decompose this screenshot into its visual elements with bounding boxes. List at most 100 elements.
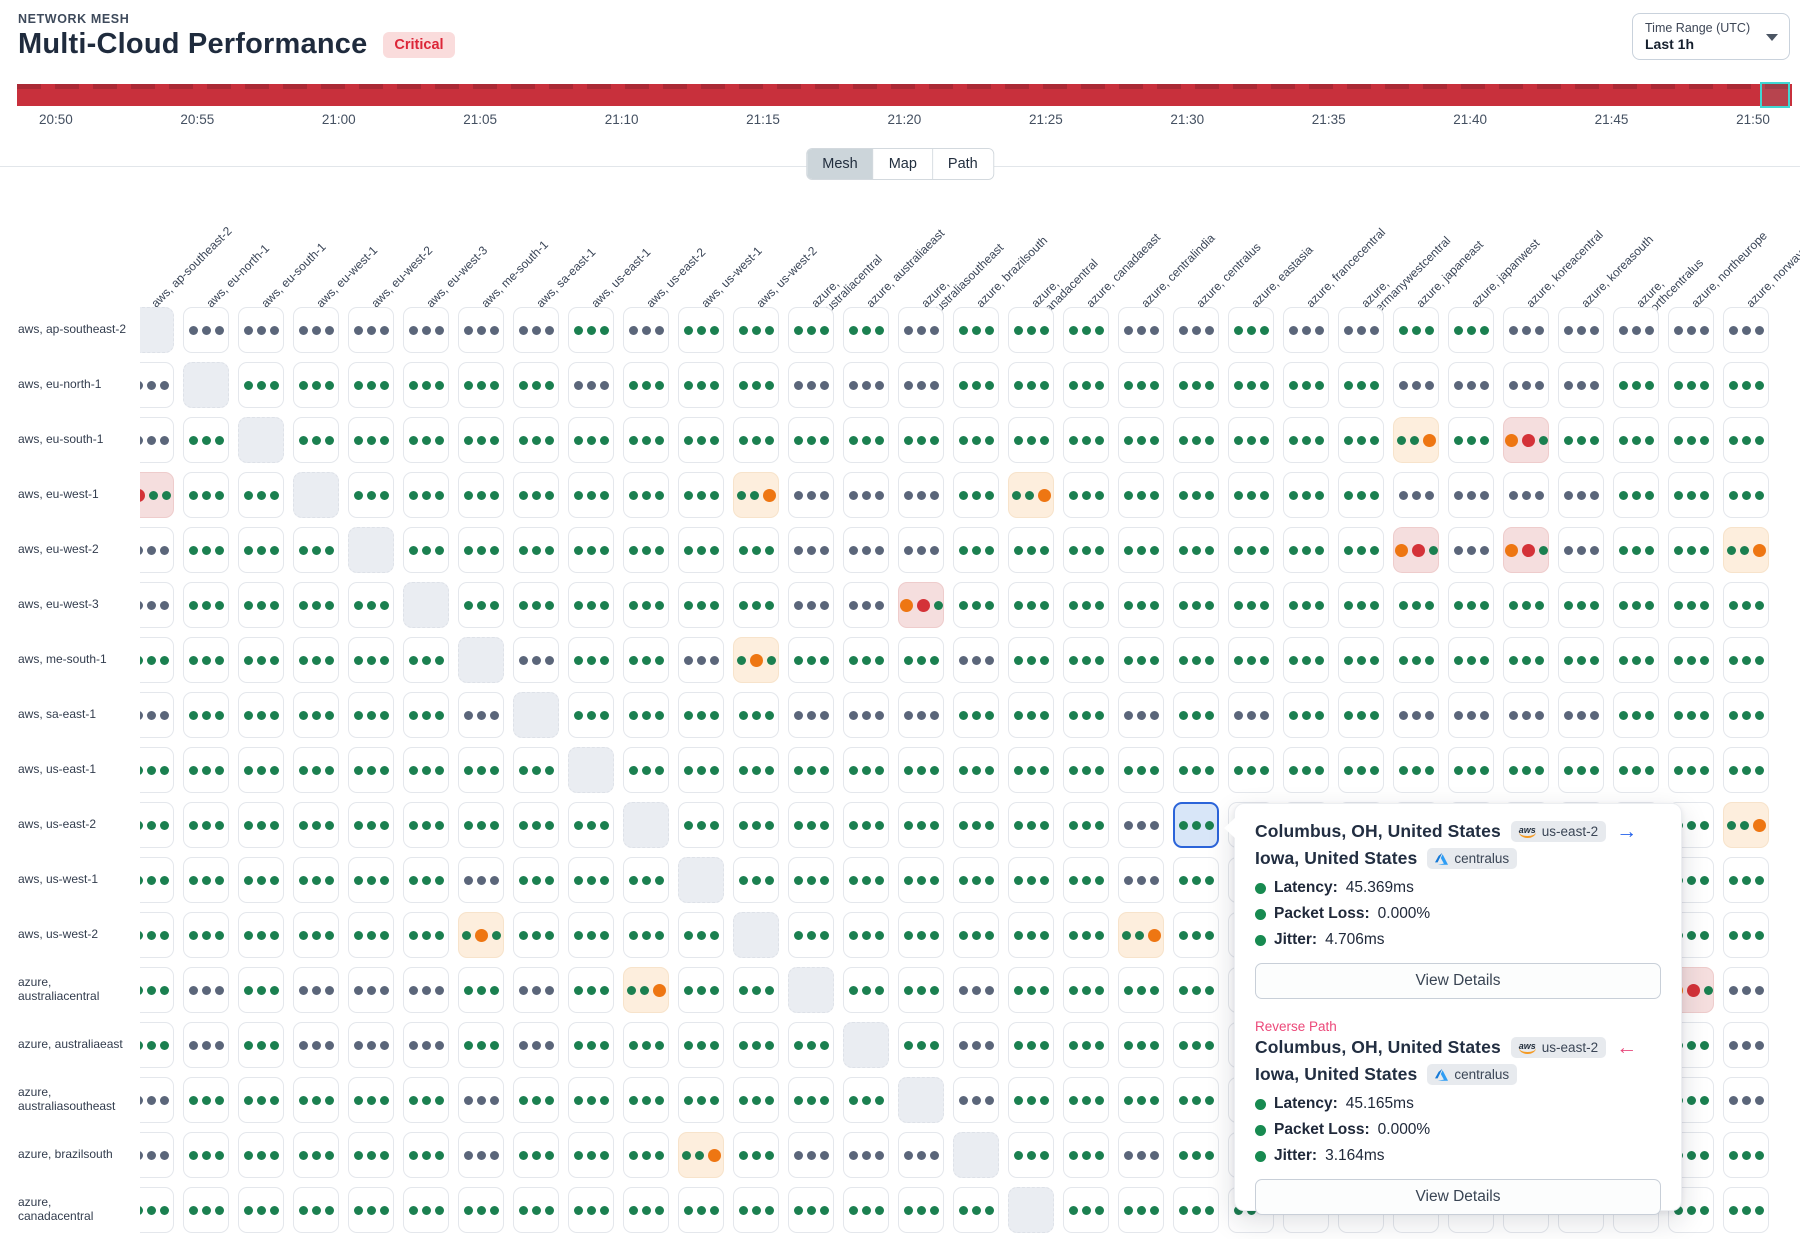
mesh-cell[interactable] [1063, 747, 1109, 793]
mesh-cell[interactable] [183, 912, 229, 958]
mesh-cell[interactable] [843, 802, 889, 848]
mesh-cell[interactable] [788, 802, 834, 848]
mesh-cell[interactable] [733, 967, 779, 1013]
mesh-cell[interactable] [568, 527, 614, 573]
mesh-cell[interactable] [293, 1132, 339, 1178]
mesh-cell[interactable] [1228, 307, 1274, 353]
mesh-cell[interactable] [458, 472, 504, 518]
mesh-cell[interactable] [1338, 307, 1384, 353]
mesh-cell[interactable] [1008, 912, 1054, 958]
mesh-cell[interactable] [1008, 582, 1054, 628]
mesh-cell[interactable] [568, 1132, 614, 1178]
mesh-cell[interactable] [1448, 472, 1494, 518]
mesh-cell[interactable] [1228, 637, 1274, 683]
mesh-cell[interactable] [293, 637, 339, 683]
mesh-cell[interactable] [898, 802, 944, 848]
mesh-cell[interactable] [140, 637, 174, 683]
mesh-cell[interactable] [293, 417, 339, 463]
mesh-cell[interactable] [1063, 637, 1109, 683]
mesh-cell[interactable] [348, 912, 394, 958]
mesh-cell[interactable] [788, 362, 834, 408]
mesh-cell[interactable] [568, 1077, 614, 1123]
mesh-cell[interactable] [183, 527, 229, 573]
mesh-cell[interactable] [1723, 802, 1769, 848]
mesh-cell[interactable] [898, 527, 944, 573]
mesh-cell[interactable] [898, 472, 944, 518]
mesh-cell[interactable] [678, 912, 724, 958]
mesh-cell[interactable] [1448, 417, 1494, 463]
mesh-cell[interactable] [1613, 472, 1659, 518]
mesh-cell[interactable] [843, 1022, 889, 1068]
mesh-cell[interactable] [733, 692, 779, 738]
mesh-cell[interactable] [953, 362, 999, 408]
mesh-cell[interactable] [1283, 362, 1329, 408]
mesh-cell[interactable] [568, 692, 614, 738]
mesh-cell[interactable] [678, 307, 724, 353]
mesh-cell[interactable] [1558, 307, 1604, 353]
mesh-cell[interactable] [953, 527, 999, 573]
mesh-cell[interactable] [1448, 637, 1494, 683]
mesh-cell[interactable] [568, 362, 614, 408]
mesh-cell[interactable] [678, 967, 724, 1013]
mesh-cell[interactable] [458, 747, 504, 793]
mesh-cell[interactable] [140, 472, 174, 518]
mesh-cell[interactable] [733, 1022, 779, 1068]
mesh-cell[interactable] [1338, 582, 1384, 628]
mesh-cell[interactable] [1118, 912, 1164, 958]
mesh-cell[interactable] [1008, 637, 1054, 683]
mesh-cell[interactable] [1503, 747, 1549, 793]
mesh-cell[interactable] [1668, 582, 1714, 628]
mesh-cell[interactable] [1008, 967, 1054, 1013]
mesh-cell[interactable] [953, 472, 999, 518]
mesh-cell[interactable] [1173, 527, 1219, 573]
mesh-cell[interactable] [898, 857, 944, 903]
mesh-cell[interactable] [1283, 472, 1329, 518]
mesh-cell[interactable] [843, 1077, 889, 1123]
mesh-cell[interactable] [623, 1132, 669, 1178]
mesh-cell[interactable] [238, 417, 284, 463]
mesh-cell[interactable] [458, 1132, 504, 1178]
mesh-cell[interactable] [458, 802, 504, 848]
mesh-cell[interactable] [1723, 1022, 1769, 1068]
mesh-cell[interactable] [1173, 1132, 1219, 1178]
mesh-cell[interactable] [403, 857, 449, 903]
mesh-cell[interactable] [733, 1132, 779, 1178]
mesh-cell[interactable] [678, 857, 724, 903]
reverse-view-details-button[interactable]: View Details [1255, 1179, 1661, 1215]
mesh-cell[interactable] [678, 362, 724, 408]
mesh-cell[interactable] [843, 417, 889, 463]
mesh-cell[interactable] [1558, 362, 1604, 408]
mesh-cell[interactable] [293, 527, 339, 573]
forward-view-details-button[interactable]: View Details [1255, 963, 1661, 999]
mesh-cell[interactable] [678, 747, 724, 793]
mesh-cell[interactable] [1008, 802, 1054, 848]
mesh-cell[interactable] [788, 307, 834, 353]
mesh-cell[interactable] [1008, 692, 1054, 738]
mesh-cell[interactable] [238, 472, 284, 518]
mesh-cell[interactable] [623, 307, 669, 353]
mesh-cell[interactable] [513, 527, 559, 573]
mesh-cell[interactable] [1173, 637, 1219, 683]
mesh-cell[interactable] [1558, 527, 1604, 573]
mesh-cell[interactable] [1118, 747, 1164, 793]
mesh-cell[interactable] [1723, 1132, 1769, 1178]
mesh-cell[interactable] [1008, 527, 1054, 573]
mesh-cell[interactable] [513, 1187, 559, 1233]
mesh-cell[interactable] [348, 362, 394, 408]
mesh-cell[interactable] [1393, 307, 1439, 353]
mesh-cell[interactable] [1008, 1022, 1054, 1068]
mesh-cell[interactable] [1228, 747, 1274, 793]
mesh-cell[interactable] [1008, 1132, 1054, 1178]
mesh-cell[interactable] [623, 747, 669, 793]
mesh-cell[interactable] [1118, 857, 1164, 903]
mesh-cell[interactable] [238, 1132, 284, 1178]
mesh-cell[interactable] [183, 1187, 229, 1233]
mesh-cell[interactable] [348, 472, 394, 518]
mesh-cell[interactable] [183, 967, 229, 1013]
mesh-cell[interactable] [1063, 912, 1109, 958]
mesh-cell[interactable] [140, 912, 174, 958]
mesh-cell[interactable] [953, 307, 999, 353]
mesh-cell[interactable] [1283, 692, 1329, 738]
mesh-cell[interactable] [1173, 747, 1219, 793]
mesh-cell[interactable] [513, 417, 559, 463]
